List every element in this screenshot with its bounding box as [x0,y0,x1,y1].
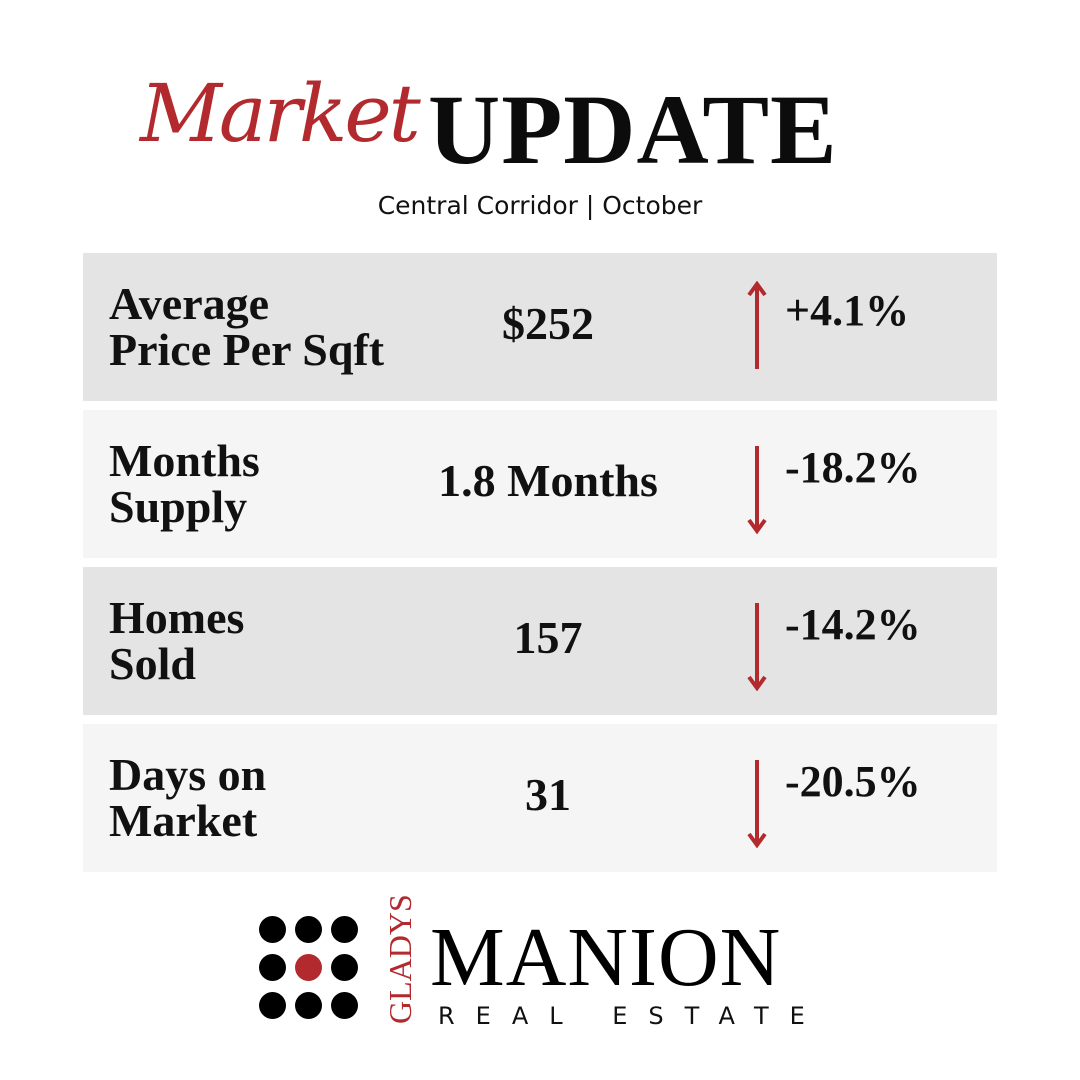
arrow-down-icon [747,444,767,534]
metric-value: 1.8 Months [438,455,658,506]
metric-change: -20.5% [785,757,921,806]
logo-tagline: REAL ESTATE [438,1002,826,1030]
logo-dot [295,992,322,1019]
metric-value: $252 [502,298,594,349]
metric-label-line1: Homes [109,592,245,643]
logo-dot [331,916,358,943]
logo-gladys: GLADYS [382,894,418,1024]
logo-dot [295,954,322,981]
metric-row: Average Price Per Sqft $252 +4.1% [83,253,997,401]
metric-label: Months Supply [109,438,260,530]
metric-row: Days on Market 31 -20.5% [83,724,997,872]
metric-label-line1: Average [109,278,270,329]
metric-change: -18.2% [785,443,921,492]
metric-change: +4.1% [785,286,910,335]
metric-change: -14.2% [785,600,921,649]
logo-dot [259,992,286,1019]
arrow-down-icon [747,758,767,848]
metric-value: 157 [513,612,583,663]
metric-label-line1: Days on [109,749,267,800]
arrow-up-icon [747,281,767,371]
metric-row: Months Supply 1.8 Months -18.2% [83,410,997,558]
company-logo: GLADYS MANION REAL ESTATE [258,894,838,1034]
logo-dot [259,916,286,943]
metric-label: Homes Sold [109,595,244,687]
logo-dot [331,992,358,1019]
metric-value: 31 [525,769,571,820]
subtitle: Central Corridor | October [377,191,703,220]
page-title: UPDATE [428,74,838,185]
metric-label-line2: Supply [109,481,248,532]
logo-dot [259,954,286,981]
logo-manion: MANION [430,911,782,1004]
metric-label: Average Price Per Sqft [109,281,384,373]
metric-label-line2: Market [109,795,258,846]
logo-dot [331,954,358,981]
metric-label-line1: Months [109,435,260,486]
metric-label: Days on Market [109,752,266,844]
metric-row: Homes Sold 157 -14.2% [83,567,997,715]
metric-label-line2: Price Per Sqft [109,324,385,375]
metric-label-line2: Sold [109,638,196,689]
arrow-down-icon [747,601,767,691]
title-script: Market [140,67,421,160]
logo-dot [295,916,322,943]
